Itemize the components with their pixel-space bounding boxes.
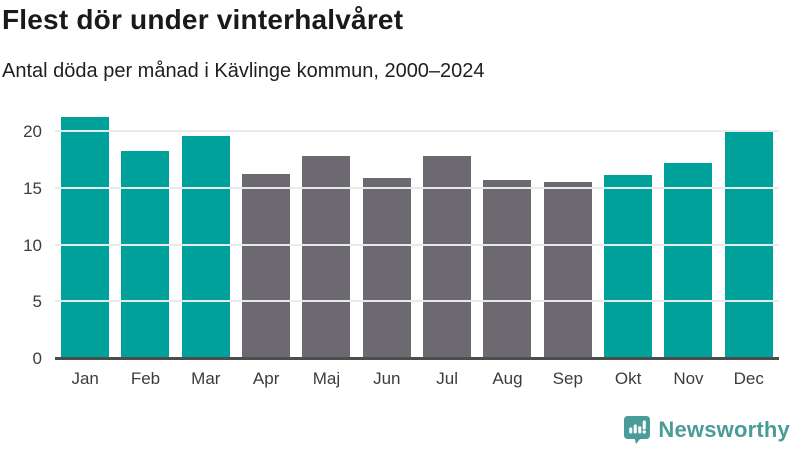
gridline-15 <box>55 186 779 189</box>
bar-chart-plot-area <box>55 110 779 358</box>
bar-slot-feb <box>115 110 175 358</box>
gridline-10 <box>55 243 779 246</box>
bar-apr <box>242 174 291 358</box>
chart-title: Flest dör under vinterhalvåret <box>2 4 404 35</box>
bar-slot-aug <box>477 110 537 358</box>
bar-feb <box>121 151 170 358</box>
bar-slot-okt <box>598 110 658 358</box>
x-tick-label-mar: Mar <box>191 369 221 388</box>
bar-slot-sep <box>538 110 598 358</box>
bar-slot-jul <box>417 110 477 358</box>
bar-maj <box>302 155 351 358</box>
x-tick-label-jan: Jan <box>71 369 99 388</box>
bar-aug <box>483 179 532 358</box>
x-tick-label-feb: Feb <box>130 369 161 388</box>
bar-slot-apr <box>236 110 296 358</box>
y-tick-label-20: 20 <box>23 122 42 141</box>
gridline-5 <box>55 300 779 303</box>
bar-chart-speech-bubble-icon <box>624 416 651 444</box>
x-axis-labels: Jan Feb Mar Apr Maj Jun Jul Aug Sep Okt Nov Dec <box>55 369 779 389</box>
x-tick-label-maj: Maj <box>312 369 341 388</box>
bar-slot-dec <box>719 110 779 358</box>
bar-nov <box>664 162 713 358</box>
x-tick-label-sep: Sep <box>552 369 583 388</box>
gridline-20 <box>55 130 779 132</box>
bar-slot-maj <box>296 110 356 358</box>
y-tick-label-15: 15 <box>23 178 42 198</box>
x-tick-label-okt: Okt <box>614 369 642 388</box>
bar-sep <box>543 182 592 358</box>
bar-jul <box>423 155 472 358</box>
newsworthy-logo-text: Newsworthy <box>658 417 790 442</box>
y-tick-label-5: 5 <box>32 292 42 312</box>
x-tick-label-jul: Jul <box>436 369 458 388</box>
x-tick-label-apr: Apr <box>252 369 280 388</box>
bar-slot-jun <box>357 110 417 358</box>
x-tick-label-jun: Jun <box>373 369 401 388</box>
bar-jun <box>362 177 411 358</box>
bar-jan <box>61 117 110 358</box>
x-tick-label-aug: Aug <box>492 369 523 388</box>
bar-okt <box>604 175 653 358</box>
bar-mar <box>181 135 230 358</box>
y-tick-label-0: 0 <box>32 349 42 368</box>
y-tick-label-10: 10 <box>23 235 42 255</box>
chart-subtitle: Antal döda per månad i Kävlinge kommun, … <box>2 60 485 82</box>
bar-slot-nov <box>658 110 718 358</box>
bars-container <box>55 110 779 358</box>
bar-slot-mar <box>176 110 236 358</box>
bar-slot-jan <box>55 110 115 358</box>
x-tick-label-dec: Dec <box>733 369 764 388</box>
x-axis-line <box>55 357 779 360</box>
x-tick-label-nov: Nov <box>673 369 704 388</box>
newsworthy-logo: Newsworthy <box>623 415 790 445</box>
